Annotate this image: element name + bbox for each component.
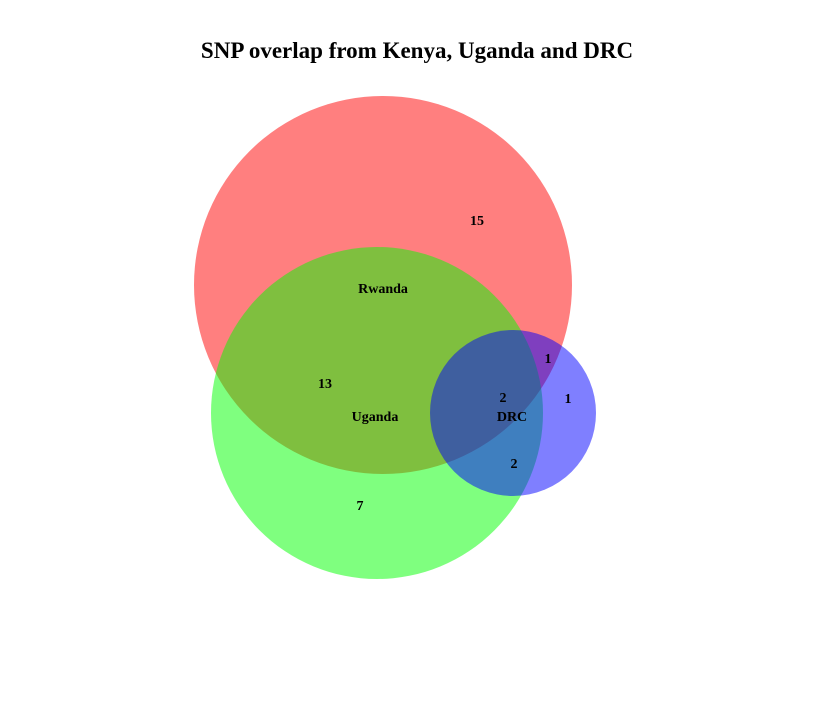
set-label-drc: DRC bbox=[497, 410, 527, 425]
set-circle-uganda bbox=[211, 247, 543, 579]
region-count-uganda-only: 7 bbox=[357, 499, 364, 514]
region-count-rwanda-only: 15 bbox=[470, 214, 484, 229]
region-count-uganda-drc: 2 bbox=[511, 457, 518, 472]
region-count-rwanda-uganda-drc: 2 bbox=[500, 391, 507, 406]
region-count-rwanda-drc: 1 bbox=[545, 352, 552, 367]
set-label-rwanda: Rwanda bbox=[358, 282, 408, 297]
chart-title: SNP overlap from Kenya, Uganda and DRC bbox=[200, 38, 634, 63]
set-label-uganda: Uganda bbox=[352, 410, 399, 425]
region-count-drc-only: 1 bbox=[565, 392, 572, 407]
region-count-rwanda-uganda: 13 bbox=[318, 377, 332, 392]
set-circle-drc bbox=[430, 330, 596, 496]
